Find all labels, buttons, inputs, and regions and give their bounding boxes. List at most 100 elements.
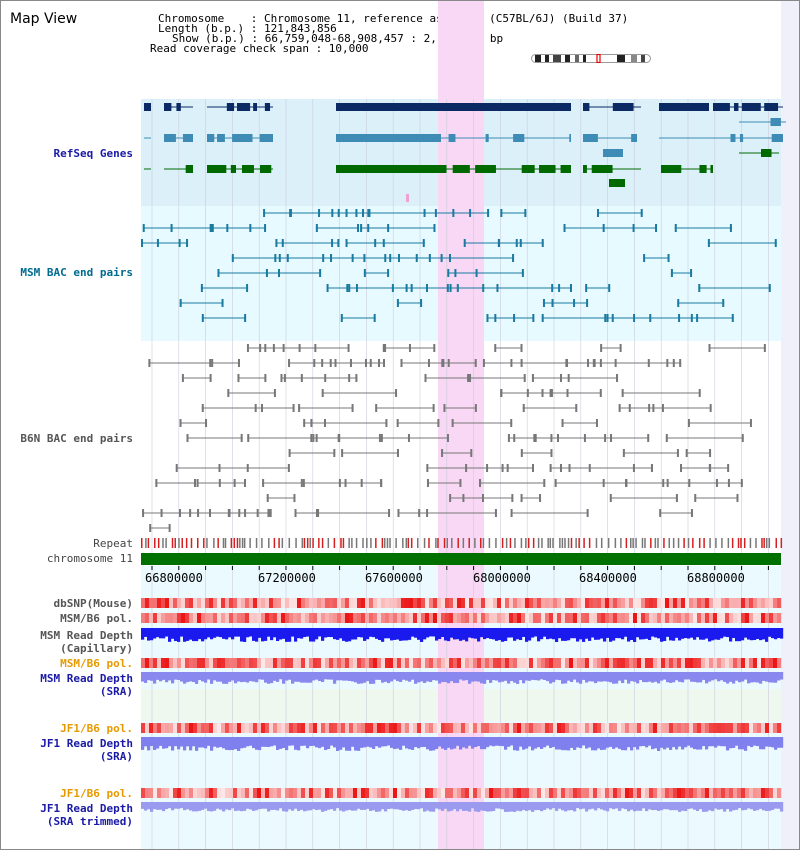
depth-bar [720,628,724,639]
depth-bar [498,628,502,641]
track-label-msm-bac[interactable]: MSM BAC end pairs [20,266,133,279]
track-label-dbsnp[interactable]: dbSNP(Mouse) [53,597,133,610]
depth-bar [309,802,313,811]
heat-strip-cell [345,598,350,608]
bac-end-pair [520,494,542,502]
repeat-mark [488,538,491,548]
track-label-b6n-bac[interactable]: B6N BAC end pairs [20,432,133,445]
heat-strip-cell [461,658,466,668]
depth-bar [279,737,283,749]
depth-bar [405,737,409,749]
track-label-jf1-read-depth[interactable]: JF1 Read Depth [40,737,133,750]
depth-bar [339,672,343,681]
heat-strip-cell [237,613,242,623]
repeat-mark [520,538,523,548]
heat-strip-cell [153,613,158,623]
heat-strip-cell [477,723,482,733]
heat-strip-cell [769,613,774,623]
repeat-mark [727,538,730,548]
depth-bar [327,672,331,680]
depth-bar [390,737,394,748]
heat-strip-cell [205,658,210,668]
track-label-msm-b6-pol-2[interactable]: MSM/B6 pol. [60,657,133,670]
heat-strip-cell [165,658,170,668]
heat-strip-cell [597,613,602,623]
heat-strip-cell [645,788,650,798]
depth-bar [150,628,154,641]
track-label-jf1-read-depth-trim[interactable]: JF1 Read Depth [40,802,133,815]
bac-end-pair [179,419,208,427]
repeat-mark [479,538,482,548]
track-label-msm-read-depth-cap[interactable]: MSM Read Depth [40,629,133,642]
heat-strip-cell [377,598,382,608]
depth-bar [624,628,628,637]
depth-bar [264,672,268,683]
heat-strip-cell [545,613,550,623]
heat-strip-cell [513,613,518,623]
depth-bar [213,802,217,811]
heat-strip-cell [333,723,338,733]
depth-bar [177,672,181,680]
heat-strip-cell [245,598,250,608]
depth-bar [639,737,643,747]
repeat-mark [362,538,364,548]
heat-strip-cell [265,658,270,668]
heat-strip-cell [273,658,278,668]
heat-strip-cell [181,788,186,798]
bac-end-pair [647,359,682,367]
depth-bar [222,802,226,812]
depth-bar [405,628,409,641]
heat-strip-cell [577,598,582,608]
track-label-jf1-b6-pol[interactable]: JF1/B6 pol. [60,722,133,735]
track-label-repeat[interactable]: Repeat [93,537,133,550]
heat-strip-cell [729,788,734,798]
track-label-msm-b6-pol[interactable]: MSM/B6 pol. [60,612,133,625]
heat-strip-cell [201,598,206,608]
heat-strip-cell [773,598,778,608]
heat-strip-cell [457,613,462,623]
depth-bar [675,802,679,811]
heat-strip-cell [265,788,270,798]
depth-bar [567,802,571,811]
bac-end-pair [341,449,399,457]
heat-strip-cell [533,788,538,798]
depth-bar [573,802,577,812]
bac-end-pair [659,509,693,517]
heat-strip-cell [541,788,546,798]
heat-strip-cell [609,598,614,608]
heat-strip-cell [209,788,214,798]
chromosome-ideogram[interactable] [531,54,651,63]
heat-strip-cell [413,613,418,623]
heat-strip-cell [673,613,678,623]
depth-bar [663,628,667,642]
heat-strip-cell [521,723,526,733]
heat-strip-cell [637,598,642,608]
depth-bar [558,672,562,681]
depth-bar [549,802,553,810]
gene-model [583,134,637,142]
depth-bar [255,802,259,811]
track-label-sra-1: (SRA) [99,685,133,698]
depth-bar [372,802,376,811]
heat-strip-cell [401,598,406,608]
depth-bar [780,672,784,680]
track-label-jf1-b6-pol-2[interactable]: JF1/B6 pol. [60,787,133,800]
depth-bar [165,802,169,810]
depth-bar [483,672,487,684]
heat-strip-cell [717,658,722,668]
track-label-msm-read-depth-sra[interactable]: MSM Read Depth [40,672,133,685]
heat-strip-cell [585,598,590,608]
track-label-refseq[interactable]: RefSeq Genes [53,147,133,160]
depth-bar [306,737,310,749]
heat-strip-cell [613,723,618,733]
depth-bar [450,628,454,638]
heat-strip-cell [533,598,538,608]
depth-bar [435,737,439,750]
track-label-chromosome[interactable]: chromosome 11 [46,552,133,565]
depth-bar [522,628,526,637]
heat-strip-cell [425,723,430,733]
bac-end-pair [196,479,236,487]
depth-bar [708,802,712,811]
depth-bar [609,628,613,642]
